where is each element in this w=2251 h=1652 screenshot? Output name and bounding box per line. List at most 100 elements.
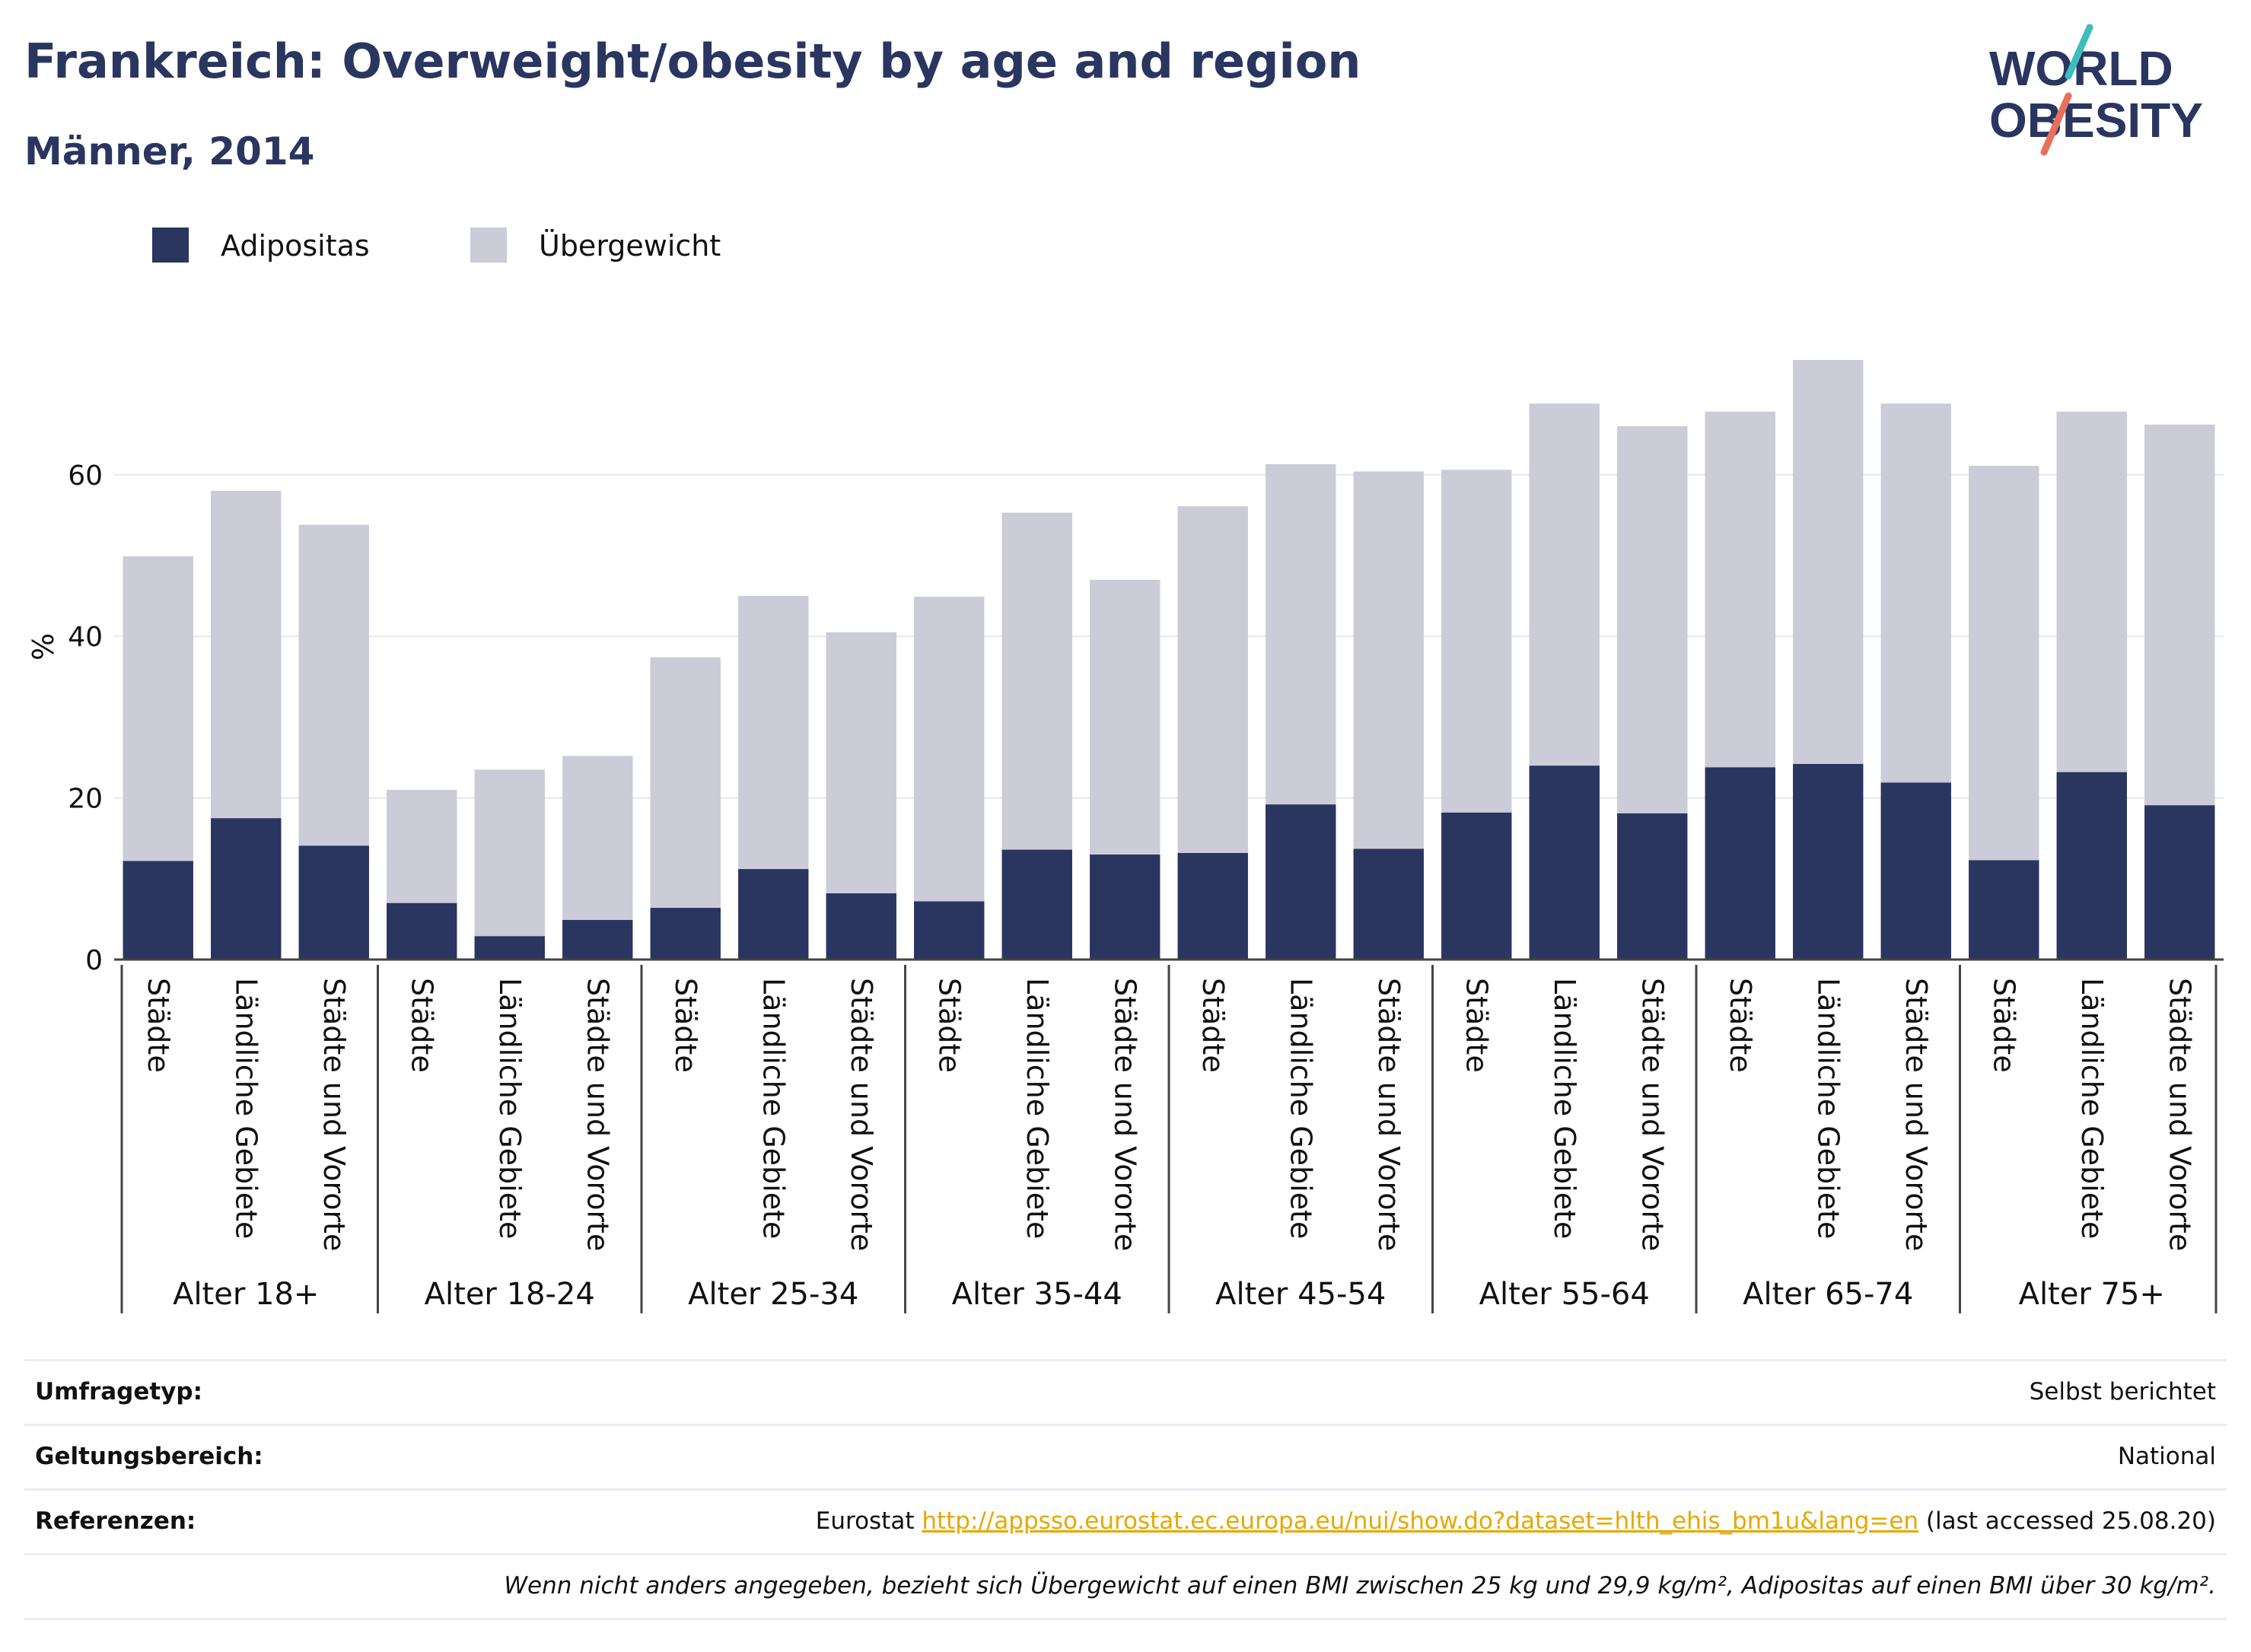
bar-adipositas <box>650 908 721 960</box>
world-obesity-logo: WORLD OBESITY <box>1989 24 2203 156</box>
bar-uebergewicht <box>1266 463 1336 805</box>
legend: Adipositas Übergewicht <box>152 228 721 263</box>
x-subcategory-label: Städte und Vororte <box>1635 978 1669 1251</box>
y-tick-label: 40 <box>68 622 103 653</box>
info-row-scope: Geltungsbereich: National <box>24 1424 2227 1488</box>
info-row-survey-type: Umfragetyp: Selbst berichtet <box>24 1359 2227 1424</box>
bmi-footnote: Wenn nicht anders angegeben, bezieht sic… <box>504 1572 2216 1599</box>
legend-swatch <box>470 228 507 263</box>
x-subcategory-label: Ländliche Gebiete <box>1284 978 1317 1239</box>
bar-adipositas <box>1793 763 1864 960</box>
bar-adipositas <box>826 893 896 960</box>
bar-uebergewicht <box>2056 411 2127 772</box>
x-subcategory-label: Ländliche Gebiete <box>1548 978 1581 1239</box>
bar-adipositas <box>914 901 985 960</box>
legend-swatch <box>152 228 189 263</box>
bar-uebergewicht <box>1090 579 1161 855</box>
info-row-references: Referenzen: Eurostat http://appsso.euros… <box>24 1488 2227 1553</box>
survey-type-value: Selbst berichtet <box>2029 1378 2216 1405</box>
bar-adipositas <box>387 902 457 960</box>
x-subcategory-label: Städte <box>1196 978 1230 1073</box>
reference-accessed: (last accessed 25.08.20) <box>1918 1507 2216 1535</box>
bar-uebergewicht <box>914 597 985 902</box>
x-subcategory-label: Ländliche Gebiete <box>2075 978 2109 1239</box>
bar-uebergewicht <box>298 524 369 846</box>
logo-slash-teal <box>2065 24 2093 80</box>
bar-adipositas <box>298 845 369 960</box>
bar-adipositas <box>474 936 545 960</box>
chart-subtitle: Männer, 2014 <box>24 129 315 173</box>
bar-uebergewicht <box>211 491 282 819</box>
bar-adipositas <box>123 861 193 960</box>
bar-uebergewicht <box>387 789 457 903</box>
y-tick-label: 20 <box>68 784 103 815</box>
x-subcategory-label: Städte und Vororte <box>1899 978 1933 1251</box>
bars <box>123 359 2215 960</box>
bar-adipositas <box>1001 849 1072 960</box>
x-subcategory-label: Ländliche Gebiete <box>229 978 263 1239</box>
survey-type-label: Umfragetyp: <box>35 1378 202 1405</box>
x-subcategory-label: Städte <box>1987 978 2020 1073</box>
x-group-label: Alter 55-64 <box>1479 1277 1650 1312</box>
x-group-label: Alter 18-24 <box>425 1277 595 1312</box>
x-group-label: Alter 35-44 <box>952 1277 1122 1312</box>
x-subcategory-label: Städte <box>1724 978 1757 1073</box>
axes <box>114 958 2224 1313</box>
bar-uebergewicht <box>738 596 809 870</box>
logo-slash-coral <box>2040 92 2072 156</box>
scope-label: Geltungsbereich: <box>35 1443 263 1470</box>
legend-label: Adipositas <box>221 229 370 263</box>
gridlines <box>114 473 2224 799</box>
bar-uebergewicht <box>123 556 193 861</box>
bar-adipositas <box>1353 848 1424 960</box>
chart-title: Frankreich: Overweight/obesity by age an… <box>24 33 1361 89</box>
x-group-label: Alter 25-34 <box>688 1277 858 1312</box>
x-subcategory-label: Ländliche Gebiete <box>493 978 527 1239</box>
bar-adipositas <box>1617 813 1688 960</box>
bar-adipositas <box>562 919 633 960</box>
x-subcategory-label: Ländliche Gebiete <box>1811 978 1845 1239</box>
x-subcategory-label: Städte und Vororte <box>1372 978 1406 1251</box>
bar-uebergewicht <box>474 769 545 937</box>
bar-adipositas <box>1266 804 1336 960</box>
bar-uebergewicht <box>1001 512 1072 850</box>
x-subcategory-label: Städte <box>1460 978 1493 1073</box>
x-group-label: Alter 65-74 <box>1743 1277 1913 1312</box>
y-axis-title: % <box>27 633 60 660</box>
x-group-label: Alter 45-54 <box>1215 1277 1386 1312</box>
stacked-bar-chart: Adipositas Übergewicht 0 20 40 60 Städte Länd… <box>27 228 2224 1313</box>
references-value: Eurostat http://appsso.eurostat.ec.europ… <box>816 1507 2216 1535</box>
bar-adipositas <box>1705 767 1775 960</box>
bar-uebergewicht <box>1617 426 1688 813</box>
x-subcategory-label: Städte <box>932 978 966 1073</box>
x-axis-labels: Städte Ländliche Gebiete Städte und Vorort… <box>142 978 2197 1312</box>
y-tick-label: 60 <box>68 460 103 492</box>
bar-adipositas <box>1969 860 2039 960</box>
info-table: Umfragetyp: Selbst berichtet Geltungsber… <box>24 1359 2227 1620</box>
x-subcategory-label: Städte <box>142 978 175 1073</box>
x-subcategory-label: Ländliche Gebiete <box>756 978 790 1239</box>
x-subcategory-label: Städte <box>669 978 702 1073</box>
bar-uebergewicht <box>2144 424 2215 806</box>
info-row-footnote: Wenn nicht anders angegeben, bezieht sic… <box>24 1553 2227 1620</box>
bar-uebergewicht <box>1441 469 1512 813</box>
bar-uebergewicht <box>1880 403 1951 783</box>
bar-adipositas <box>1529 766 1600 960</box>
bar-adipositas <box>2056 772 2127 960</box>
x-subcategory-label: Städte <box>405 978 438 1073</box>
x-subcategory-label: Städte und Vororte <box>2163 978 2196 1251</box>
references-label: Referenzen: <box>35 1507 196 1535</box>
legend-label: Übergewicht <box>539 229 721 263</box>
bar-adipositas <box>211 818 282 960</box>
bar-uebergewicht <box>1529 403 1600 766</box>
logo-text-obesity: OBESITY <box>1989 93 2203 148</box>
bar-uebergewicht <box>650 657 721 909</box>
reference-link[interactable]: http://appsso.eurostat.ec.europa.eu/nui/… <box>922 1507 1919 1535</box>
x-subcategory-label: Städte und Vororte <box>1108 978 1141 1251</box>
x-subcategory-label: Städte und Vororte <box>581 978 614 1251</box>
bar-uebergewicht <box>1353 471 1424 849</box>
bar-uebergewicht <box>1969 466 2039 861</box>
bar-adipositas <box>1441 812 1512 960</box>
x-subcategory-label: Städte und Vororte <box>845 978 878 1251</box>
bar-adipositas <box>2144 805 2215 960</box>
